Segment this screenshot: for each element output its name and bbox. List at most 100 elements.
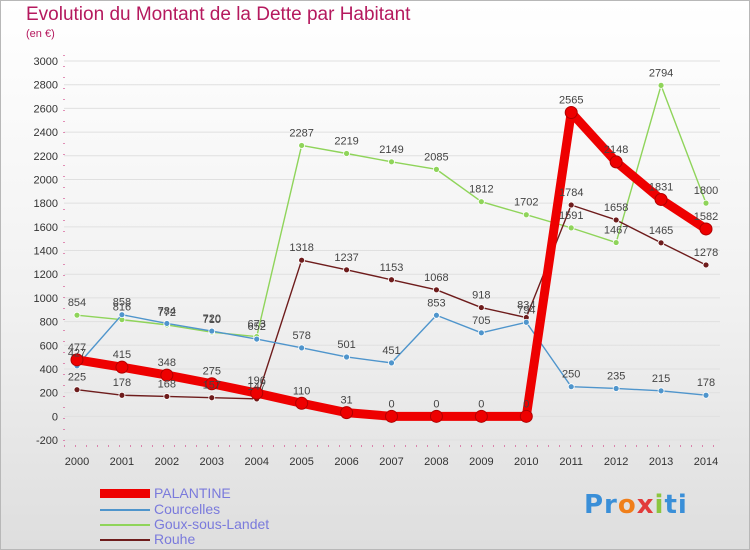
data-label: 1591: [559, 210, 583, 222]
legend-label: PALANTINE: [154, 485, 231, 501]
data-point: [477, 329, 485, 337]
data-label: 0: [478, 398, 484, 410]
data-label: 31: [340, 395, 352, 407]
data-label: 427: [68, 348, 86, 360]
data-label: 2149: [379, 144, 403, 156]
data-labels: 477 415 348 275 196 110 31 0 0 0 0 2565 2148 1831 1582…: [68, 67, 718, 410]
y-tick-label: 1000: [34, 293, 58, 305]
data-label: 1831: [649, 181, 673, 193]
axes: -200020040060080010001200140016001800200…: [34, 55, 720, 468]
y-tick-label: 600: [40, 340, 58, 352]
data-label: 2287: [289, 127, 313, 139]
y-tick-label: 2400: [34, 127, 58, 139]
data-label: 772: [158, 307, 176, 319]
data-label: 1465: [649, 225, 673, 237]
data-label: 501: [337, 339, 355, 351]
y-tick-label: 1600: [34, 222, 58, 234]
data-label: 1800: [694, 185, 718, 197]
data-label: 2219: [334, 135, 358, 147]
data-label: 784: [158, 305, 176, 317]
data-label: 0: [433, 398, 439, 410]
logo-part: o: [617, 490, 637, 520]
data-point: [388, 276, 395, 284]
legend-swatch: [100, 524, 150, 526]
data-point: [433, 311, 440, 319]
data-label: 110: [293, 385, 311, 397]
y-tick-label: 2800: [34, 80, 58, 92]
data-label: 2565: [559, 95, 583, 107]
grid: [64, 60, 720, 441]
legend-swatch: [100, 509, 150, 511]
data-point: [433, 165, 440, 173]
data-point: [702, 261, 710, 269]
data-label: 2148: [604, 144, 628, 156]
data-point: [702, 391, 710, 399]
x-tick-label: 2012: [604, 456, 628, 468]
data-point: [250, 386, 264, 400]
data-label: 1702: [514, 197, 538, 209]
data-label: 250: [562, 369, 580, 381]
data-label: 168: [158, 378, 176, 390]
x-tick-label: 2007: [379, 456, 403, 468]
data-point: [253, 335, 261, 343]
y-tick-label: 2000: [34, 174, 58, 186]
data-point: [118, 311, 126, 319]
data-point: [429, 409, 443, 423]
logo-part: i: [654, 490, 665, 520]
legend-label: Courcelles: [154, 501, 221, 517]
data-point: [567, 224, 575, 232]
y-tick-label: 1200: [34, 269, 58, 281]
x-tick-label: 2010: [514, 456, 538, 468]
data-label: 720: [203, 313, 221, 325]
data-point: [298, 142, 306, 149]
data-label: 1658: [604, 202, 628, 214]
data-point: [298, 344, 306, 352]
data-point: [612, 216, 620, 224]
data-point: [73, 311, 81, 319]
data-point: [340, 406, 354, 420]
y-tick-label: 1400: [34, 246, 58, 258]
data-label: 178: [113, 377, 131, 389]
x-tick-label: 2001: [110, 456, 134, 468]
data-point: [343, 266, 350, 274]
data-point: [567, 383, 575, 391]
data-point: [657, 81, 665, 89]
data-point: [477, 304, 485, 311]
legend-swatch: [100, 489, 150, 498]
y-tick-label: -200: [36, 435, 58, 447]
data-label: 652: [248, 321, 266, 333]
logo-part: ti: [664, 490, 688, 520]
series: [70, 81, 713, 423]
data-label: 225: [68, 372, 86, 384]
chart-subtitle: (en €): [26, 28, 55, 40]
legend-swatch: [100, 539, 150, 541]
x-tick-label: 2005: [289, 456, 313, 468]
data-point: [702, 199, 710, 207]
legend-label: Rouhe: [154, 531, 196, 547]
data-point: [385, 409, 398, 423]
data-label: 816: [113, 302, 131, 314]
data-point: [612, 385, 620, 392]
data-label: 1237: [334, 252, 358, 264]
data-label: 215: [652, 373, 670, 385]
data-point: [522, 211, 530, 219]
data-label: 834: [517, 300, 535, 312]
data-label: 451: [382, 345, 400, 357]
y-tick-label: 1800: [34, 198, 58, 210]
chart-title: Evolution du Montant de la Dette par Hab…: [26, 4, 411, 25]
data-label: 1467: [604, 225, 628, 237]
x-tick-label: 2003: [200, 456, 224, 468]
data-point: [160, 368, 174, 382]
data-point: [205, 377, 219, 391]
data-label: 147: [248, 381, 266, 393]
data-point: [208, 394, 216, 402]
data-point: [73, 386, 81, 394]
y-tick-label: 3000: [34, 56, 58, 68]
data-label: 235: [607, 370, 625, 382]
data-label: 2794: [649, 67, 673, 79]
data-point: [564, 106, 578, 120]
y-tick-label: 0: [52, 411, 58, 423]
data-point: [295, 396, 309, 410]
y-tick-label: 2200: [34, 151, 58, 163]
data-label: 705: [472, 315, 490, 327]
